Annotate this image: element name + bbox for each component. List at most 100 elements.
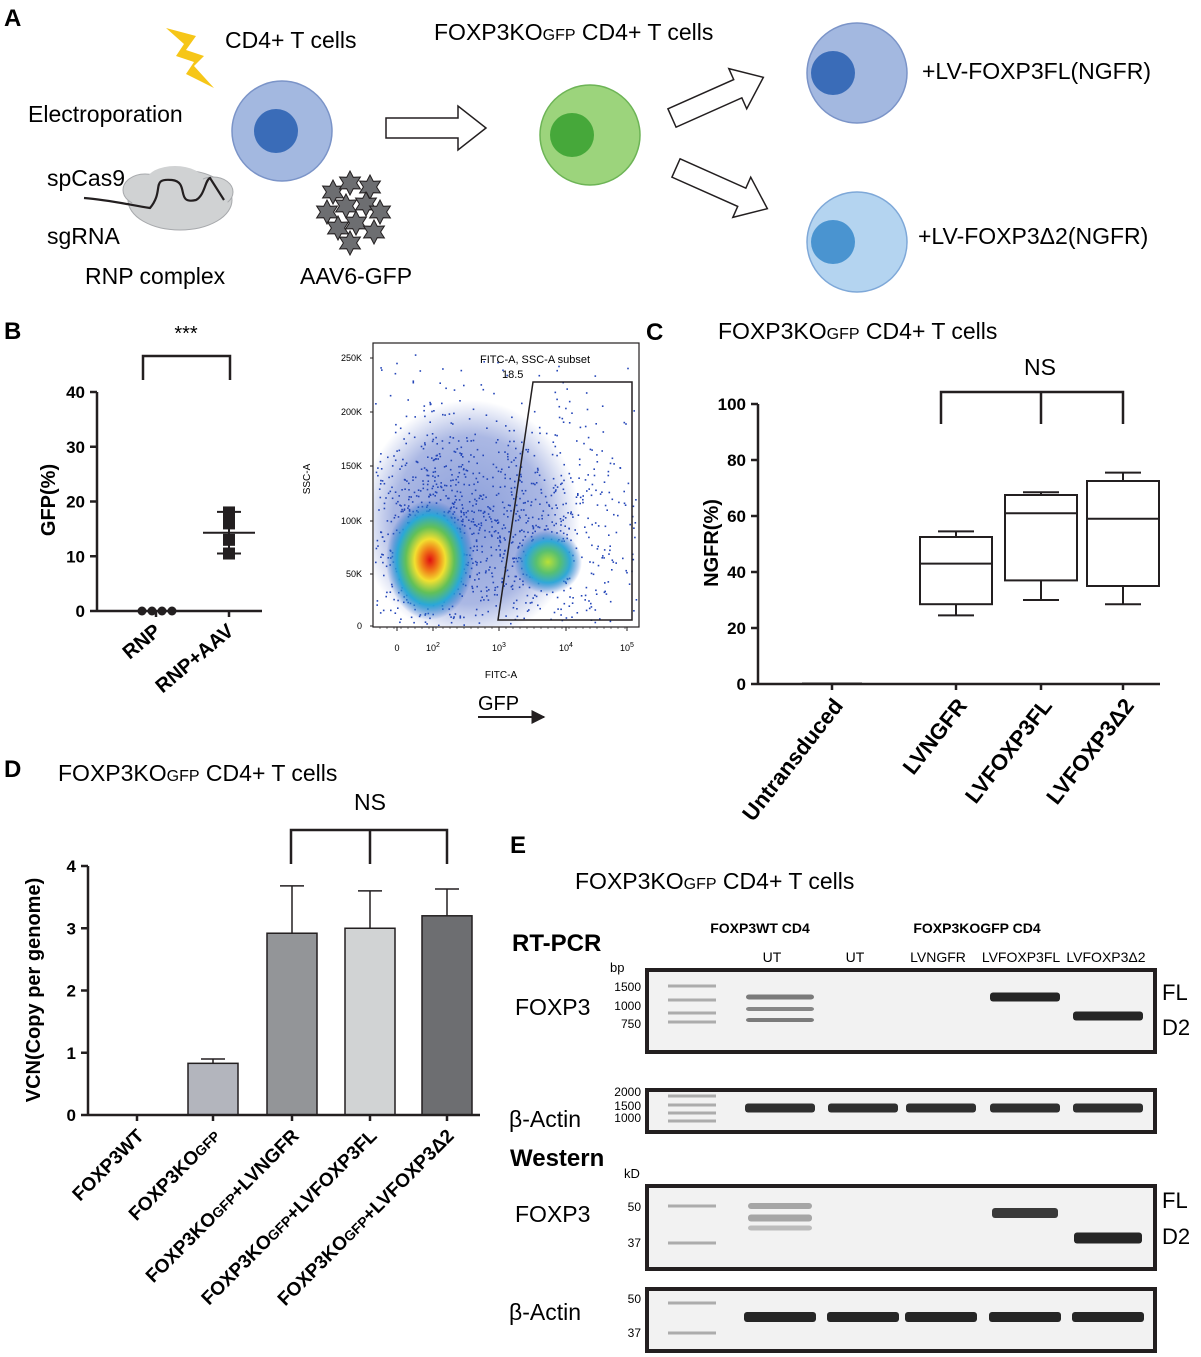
flow-event-dot [568, 400, 571, 403]
wb-foxp3-band [1074, 1232, 1142, 1244]
flow-event-dot [594, 375, 597, 377]
flow-event-dot [590, 602, 592, 605]
e-group-ko: FOXP3KOGFP CD4 [913, 920, 1041, 936]
flow-event-dot [558, 416, 561, 419]
c-y-tick-label: 0 [737, 675, 746, 694]
flow-event-dot [609, 462, 612, 465]
flow-event-dot [591, 483, 594, 486]
b-y-tick-label: 20 [66, 493, 85, 512]
flow-event-dot [497, 361, 499, 364]
b-y-tick-label: 30 [66, 438, 85, 457]
flow-event-dot [376, 600, 379, 602]
flow-event-dot [571, 616, 573, 618]
wb-actin-ladder-band [668, 1301, 716, 1305]
wb-foxp3-frame [645, 1184, 1157, 1271]
flow-event-dot [593, 468, 595, 470]
significance-bracket-b [141, 354, 232, 380]
flow-event-dot [584, 599, 586, 601]
flow-event-dot [580, 595, 583, 597]
flow-event-dot [597, 545, 599, 548]
rt-foxp3-ladder-band [668, 1011, 716, 1015]
flow-event-dot [597, 525, 600, 527]
flow-event-dot [603, 591, 606, 594]
flow-event-dot [380, 367, 382, 369]
significance-label-c: NS [1024, 354, 1056, 380]
d-title: FOXP3KOGFP CD4+ T cells [58, 760, 337, 786]
flow-event-dot [381, 369, 383, 371]
flow-gate [497, 381, 633, 621]
significance-bracket-d [289, 828, 449, 864]
flow-event-dot [607, 581, 610, 583]
flow-event-dot [608, 553, 610, 555]
rt-foxp3-marker-label: 1000 [614, 999, 641, 1013]
flow-event-dot [553, 611, 556, 614]
flow-event-dot [603, 549, 606, 551]
flow-event-dot [607, 474, 610, 477]
flow-event-dot [596, 504, 599, 506]
flow-event-dot [588, 607, 591, 610]
flow-event-dot [586, 490, 588, 492]
flow-negative-population [386, 500, 474, 620]
e-lane-label: LVFOXP3FL [982, 949, 1061, 965]
wb-foxp3-marker-label: 37 [628, 1236, 642, 1250]
c-x-tick-label: LVNGFR [898, 694, 972, 779]
flow-event-dot [565, 407, 567, 410]
flow-event-dot [634, 536, 636, 539]
flow-event-dot [613, 513, 615, 516]
rt-pcr-title: RT-PCR [512, 930, 601, 957]
flow-event-dot [595, 489, 597, 492]
rt-foxp3-band [746, 1007, 814, 1011]
rt-foxp3-ladder-band [668, 1020, 716, 1024]
flow-event-dot [578, 477, 580, 479]
lv-fl-label: +LV-FOXP3FL(NGFR) [922, 58, 1151, 84]
rt-foxp3-band [746, 1018, 814, 1022]
aav6-label: AAV6-GFP [300, 263, 412, 289]
flow-event-dot [592, 573, 595, 576]
flow-event-dot [591, 449, 593, 451]
flow-event-dot [590, 572, 593, 575]
wb-actin-label: β-Actin [509, 1299, 581, 1325]
aav-particle-icon [358, 173, 382, 201]
e-lane-label: UT [763, 949, 782, 965]
flow-event-dot [596, 454, 598, 456]
sgrna-label: sgRNA [47, 223, 121, 249]
flow-event-dot [635, 499, 637, 501]
flow-event-dot [579, 496, 582, 499]
d-bar [266, 932, 318, 1116]
flow-event-dot [584, 526, 586, 528]
flow-event-dot [609, 545, 611, 547]
flow-event-dot [582, 498, 584, 501]
flow-event-dot [594, 621, 597, 624]
flow-y-tick-label: 250K [341, 353, 362, 363]
flow-gate-label: FITC-A, SSC-A subset [480, 354, 590, 366]
flow-y-tick-label: 150K [341, 461, 362, 471]
flow-event-dot [624, 504, 627, 506]
cd4-label: CD4+ T cells [225, 27, 356, 53]
panel-label-c: C [646, 319, 663, 346]
significance-label-d: NS [354, 789, 386, 815]
flow-event-dot [591, 523, 593, 526]
flow-event-dot [441, 402, 443, 405]
panel-a: A CD4+ T cells Electroporation spCas9 sg… [4, 5, 1151, 293]
b-point-rnp [167, 606, 177, 616]
aav-particle-icon [338, 169, 362, 197]
flow-event-dot [583, 442, 585, 445]
bp-unit: bp [610, 960, 624, 975]
flow-event-dot [571, 602, 574, 604]
lv-fl-cell [806, 22, 908, 124]
rt-actin-marker-label: 1000 [614, 1111, 641, 1125]
flow-event-dot [595, 423, 597, 425]
flow-event-dot [604, 525, 607, 528]
rt-actin-label: β-Actin [509, 1106, 581, 1132]
flow-event-dot [599, 618, 601, 620]
flow-event-dot [568, 422, 571, 424]
flow-event-dot [577, 494, 579, 496]
wb-foxp3-label: FOXP3 [515, 1201, 590, 1227]
lv-fl-cell-nucleus [811, 51, 855, 95]
flow-event-dot [592, 561, 595, 564]
flow-event-dot [604, 582, 606, 584]
d-y-tick-label: 0 [67, 1106, 76, 1125]
rt-actin-ladder-band [668, 1103, 716, 1107]
